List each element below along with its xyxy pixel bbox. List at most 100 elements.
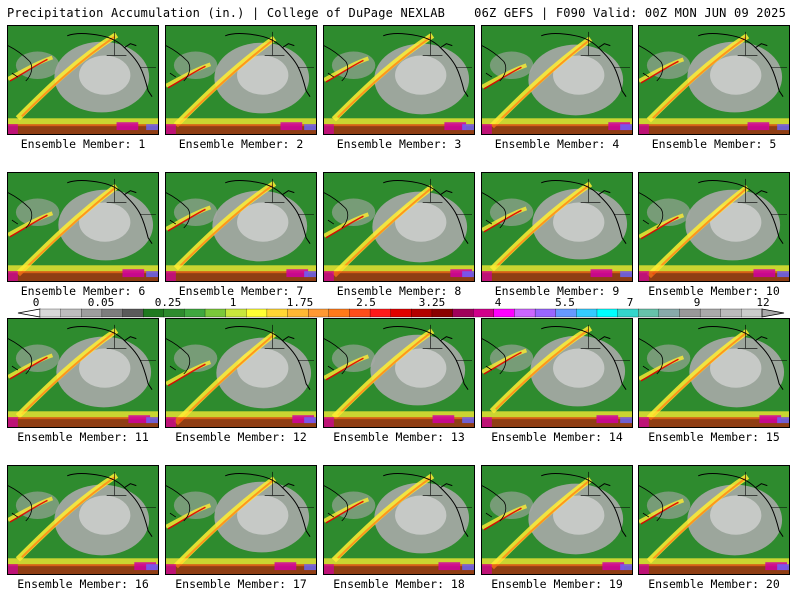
ensemble-member-label: Ensemble Member: 3 bbox=[336, 137, 462, 151]
colorbar-swatch bbox=[349, 308, 371, 318]
colorbar-tick-label: 12 bbox=[756, 296, 769, 309]
ensemble-member-label: Ensemble Member: 15 bbox=[648, 430, 780, 444]
colorbar-swatch bbox=[534, 308, 557, 318]
colorbar-swatch bbox=[741, 308, 763, 318]
precip-band bbox=[489, 325, 593, 414]
ensemble-member-label: Ensemble Member: 5 bbox=[651, 137, 777, 151]
colorbar-swatch bbox=[699, 308, 722, 318]
colorbar-swatch bbox=[204, 308, 227, 318]
colorbar-swatch bbox=[122, 308, 144, 318]
precip-band bbox=[173, 180, 277, 271]
ensemble-member-label: Ensemble Member: 9 bbox=[494, 284, 620, 298]
ensemble-member-label: Ensemble Member: 16 bbox=[17, 577, 149, 591]
colorbar-left-arrow bbox=[17, 308, 41, 318]
precip-map bbox=[639, 319, 789, 427]
ensemble-map-panel bbox=[323, 25, 475, 135]
colorbar-swatch bbox=[390, 308, 412, 318]
precip-band bbox=[646, 473, 750, 564]
precip-map bbox=[166, 466, 316, 574]
coastline bbox=[225, 473, 311, 537]
precip-band bbox=[15, 32, 119, 121]
ensemble-map-panel bbox=[165, 465, 317, 575]
colorbar-swatch bbox=[246, 308, 268, 318]
colorbar-swatch bbox=[473, 308, 495, 318]
ensemble-member-label: Ensemble Member: 4 bbox=[494, 137, 620, 151]
precip-map bbox=[639, 26, 789, 134]
precip-colorbar: 0 0.05 0.25 1 1.75 2.5 3.25 4 5.5 7 9 12 bbox=[0, 296, 800, 320]
coastline bbox=[541, 180, 627, 244]
ensemble-map-panel bbox=[323, 465, 475, 575]
colorbar-swatch bbox=[369, 308, 392, 318]
coastline bbox=[383, 326, 469, 390]
colorbar-tick-label: 0.05 bbox=[88, 296, 115, 309]
precip-map bbox=[8, 173, 158, 281]
coastline bbox=[698, 473, 784, 537]
coastline bbox=[698, 326, 784, 390]
colorbar-tick-label: 9 bbox=[694, 296, 701, 309]
coastline bbox=[383, 180, 469, 244]
ensemble-member-label: Ensemble Member: 20 bbox=[648, 577, 780, 591]
ensemble-member-label: Ensemble Member: 7 bbox=[178, 284, 304, 298]
colorbar-swatch bbox=[720, 308, 742, 318]
colorbar-swatch bbox=[225, 308, 247, 318]
colorbar-swatch bbox=[576, 308, 598, 318]
coastline bbox=[67, 180, 153, 244]
colorbar-swatch bbox=[411, 308, 433, 318]
precip-map bbox=[482, 173, 632, 281]
ensemble-map-panel bbox=[481, 318, 633, 428]
ensemble-member-label: Ensemble Member: 12 bbox=[175, 430, 307, 444]
colorbar-swatch bbox=[142, 308, 165, 318]
ensemble-member-label: Ensemble Member: 2 bbox=[178, 137, 304, 151]
coastline bbox=[541, 473, 627, 537]
precip-band bbox=[331, 32, 435, 122]
ensemble-member-label: Ensemble Member: 11 bbox=[17, 430, 149, 444]
colorbar-swatch bbox=[39, 308, 62, 318]
precip-map bbox=[166, 173, 316, 281]
colorbar-tick-label: 1 bbox=[230, 296, 237, 309]
coastline bbox=[225, 180, 311, 244]
colorbar-swatch bbox=[638, 308, 660, 318]
ensemble-map-panel bbox=[165, 318, 317, 428]
ensemble-map-panel bbox=[481, 172, 633, 282]
ensemble-member-label: Ensemble Member: 14 bbox=[491, 430, 623, 444]
colorbar-tick-label: 2.5 bbox=[356, 296, 376, 309]
precip-map bbox=[482, 319, 632, 427]
colorbar-graphic: 0 0.05 0.25 1 1.75 2.5 3.25 4 5.5 7 9 12 bbox=[17, 296, 785, 318]
ensemble-member-label: Ensemble Member: 13 bbox=[333, 430, 465, 444]
ensemble-map-panel bbox=[638, 172, 790, 282]
ensemble-member-label: Ensemble Member: 6 bbox=[20, 284, 146, 298]
ensemble-map-panel bbox=[481, 465, 633, 575]
precip-map bbox=[324, 319, 474, 427]
coastline bbox=[225, 326, 311, 390]
colorbar-tick-label: 1.75 bbox=[287, 296, 314, 309]
coastline bbox=[225, 33, 311, 97]
colorbar-swatch bbox=[101, 308, 123, 318]
precip-band bbox=[489, 181, 593, 272]
ensemble-member-label: Ensemble Member: 17 bbox=[175, 577, 307, 591]
precip-map bbox=[166, 319, 316, 427]
ensemble-map-panel bbox=[7, 465, 159, 575]
precip-map bbox=[639, 466, 789, 574]
precip-band bbox=[15, 472, 119, 562]
coastline bbox=[67, 473, 153, 537]
ensemble-member-label: Ensemble Member: 18 bbox=[333, 577, 465, 591]
colorbar-swatch bbox=[163, 308, 185, 318]
coastline bbox=[698, 180, 784, 244]
precip-map bbox=[8, 26, 158, 134]
colorbar-swatch bbox=[328, 308, 350, 318]
colorbar-swatch bbox=[308, 308, 330, 318]
colorbar-swatch bbox=[658, 308, 680, 318]
coastline bbox=[67, 326, 153, 390]
precip-map bbox=[8, 466, 158, 574]
precip-map bbox=[639, 173, 789, 281]
colorbar-swatch bbox=[184, 308, 206, 318]
coastline bbox=[67, 33, 153, 97]
colorbar-swatch bbox=[81, 308, 103, 318]
coastline bbox=[383, 33, 469, 97]
precip-map bbox=[8, 319, 158, 427]
colorbar-swatch bbox=[60, 308, 82, 318]
ensemble-map-panel bbox=[7, 25, 159, 135]
colorbar-tick-label: 0 bbox=[33, 296, 40, 309]
ensemble-map-panel bbox=[7, 318, 159, 428]
precip-map bbox=[482, 26, 632, 134]
